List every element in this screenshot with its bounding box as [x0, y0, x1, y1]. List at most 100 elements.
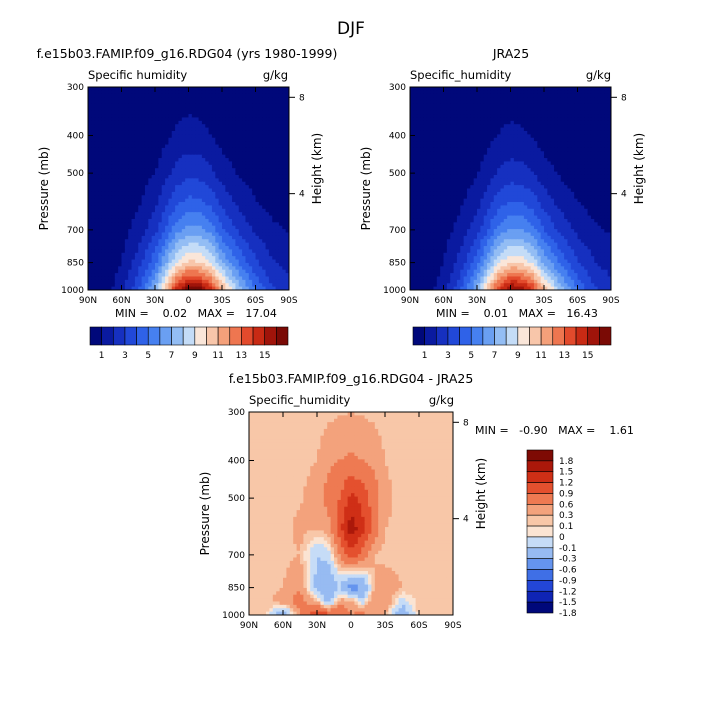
model-contour-cell: [88, 120, 92, 125]
model-contour-cell: [245, 100, 250, 105]
model-contour-cell: [88, 246, 92, 250]
model-contour-cell: [225, 97, 230, 102]
obs-contour-cell: [493, 141, 498, 146]
model-contour-cell: [178, 266, 183, 271]
obs-contour-cell: [503, 93, 508, 98]
model-contour-cell: [185, 222, 190, 227]
model-contour-cell: [248, 154, 253, 159]
model-contour-cell: [282, 168, 287, 173]
obs-contour-cell: [473, 127, 478, 132]
model-contour-cell: [211, 127, 216, 132]
obs-contour-cell: [487, 144, 491, 149]
model-contour-cell: [155, 117, 159, 122]
model-contour-cell: [161, 205, 166, 210]
model-contour-cell: [114, 124, 119, 129]
model-contour-cell: [255, 103, 260, 108]
obs-contour-cell: [436, 154, 441, 159]
model-x-tick-label: 30N: [146, 296, 164, 306]
obs-contour-cell: [564, 124, 569, 129]
model-contour-cell: [225, 87, 230, 91]
model-contour-cell: [131, 100, 136, 105]
obs-contour-cell: [493, 117, 498, 122]
model-contour-cell: [238, 97, 243, 102]
model-contour-cell: [218, 130, 223, 135]
model-contour-cell: [205, 103, 210, 108]
model-contour-cell: [232, 141, 236, 146]
model-contour-cell: [91, 174, 96, 179]
model-contour-cell: [108, 279, 113, 284]
model-contour-cell: [191, 218, 196, 223]
model-contour-cell: [94, 249, 99, 254]
model-contour-cell: [258, 205, 263, 210]
obs-contour-cell: [554, 120, 558, 125]
model-contour-cell: [124, 195, 129, 200]
obs-contour-cell: [557, 130, 562, 135]
model-contour-cell: [111, 90, 116, 95]
model-contour-cell: [128, 195, 133, 200]
model-contour-cell: [188, 114, 193, 119]
model-contour-cell: [285, 107, 289, 112]
obs-contour-cell: [530, 107, 535, 112]
model-contour-cell: [275, 269, 280, 274]
model-contour-cell: [178, 222, 183, 227]
model-contour-cell: [171, 158, 176, 163]
model-contour-cell: [252, 158, 257, 163]
obs-contour-cell: [413, 147, 418, 152]
model-contour-cell: [171, 127, 176, 132]
obs-contour-cell: [577, 107, 582, 112]
model-contour-cell: [124, 239, 129, 244]
model-contour-cell: [138, 110, 143, 115]
model-contour-cell: [265, 168, 270, 173]
obs-contour-cell: [423, 134, 428, 139]
model-contour-cell: [121, 259, 126, 264]
obs-contour-cell: [460, 100, 465, 105]
model-contour-cell: [134, 161, 139, 166]
model-contour-cell: [121, 225, 126, 230]
model-contour-cell: [255, 127, 260, 132]
obs-contour-cell: [540, 144, 545, 149]
model-contour-cell: [188, 151, 193, 156]
model-contour-cell: [131, 195, 136, 200]
model-contour-cell: [228, 103, 233, 108]
model-contour-cell: [121, 273, 126, 278]
model-contour-cell: [201, 191, 206, 196]
obs-contour-cell: [446, 158, 451, 163]
obs-contour-cell: [520, 124, 525, 129]
obs-contour-cell: [487, 130, 491, 135]
obs-contour-cell: [577, 137, 582, 142]
model-contour-cell: [265, 259, 270, 264]
model-contour-cell: [262, 110, 267, 115]
model-contour-cell: [155, 246, 159, 250]
obs-contour-cell: [497, 134, 502, 139]
obs-contour-cell: [584, 147, 589, 152]
model-contour-cell: [161, 124, 166, 129]
model-contour-cell: [138, 147, 143, 152]
obs-contour-cell: [416, 137, 421, 142]
model-contour-cell: [282, 249, 287, 254]
model-contour-cell: [158, 185, 163, 190]
model-contour-cell: [258, 114, 263, 119]
obs-contour-cell: [420, 154, 424, 159]
obs-contour-cell: [577, 120, 582, 125]
model-contour-cell: [272, 151, 277, 156]
obs-contour-cell: [483, 147, 488, 152]
obs-contour-cell: [523, 120, 528, 125]
model-height-axis-label: Height (km): [310, 133, 324, 204]
obs-contour-cell: [446, 120, 451, 125]
model-contour-cell: [268, 114, 273, 119]
model-contour-cell: [208, 154, 213, 159]
model-contour-cell: [228, 120, 233, 125]
obs-contour-cell: [523, 110, 528, 115]
model-contour-cell: [141, 269, 146, 274]
obs-contour-cell: [423, 120, 428, 125]
model-contour-cell: [171, 239, 176, 244]
obs-contour-cell: [530, 97, 535, 102]
model-contour-cell: [218, 279, 223, 284]
model-contour-cell: [222, 134, 226, 139]
obs-contour-cell: [600, 90, 605, 95]
model-contour-cell: [94, 252, 99, 257]
model-contour-cell: [151, 208, 156, 213]
obs-contour-cell: [500, 137, 505, 142]
model-contour-cell: [88, 87, 92, 91]
model-contour-cell: [275, 114, 280, 119]
